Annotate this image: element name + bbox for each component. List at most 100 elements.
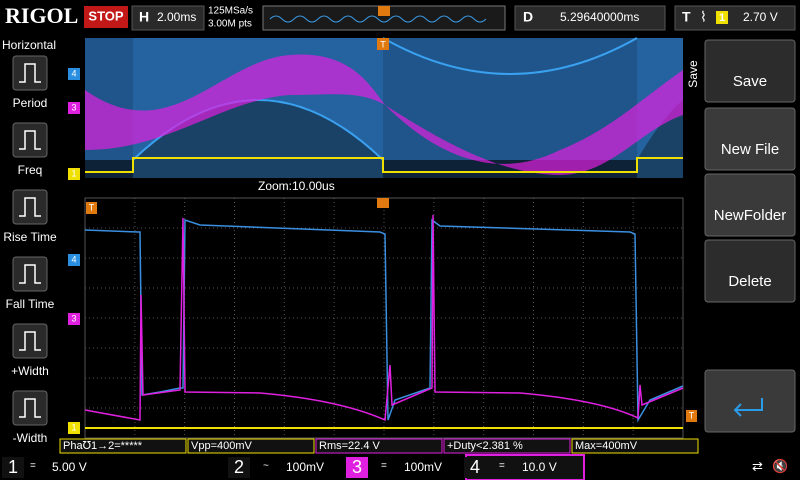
trigger-box[interactable] <box>674 5 796 31</box>
timebase-box[interactable] <box>131 5 205 31</box>
channel-number-box[interactable] <box>346 457 368 478</box>
channel-number: 2 <box>234 457 244 477</box>
measurement-box <box>187 438 315 454</box>
menu-icon[interactable] <box>12 256 48 292</box>
menu-icon[interactable] <box>12 323 48 359</box>
menu-label: Period <box>13 96 48 110</box>
h-label: H <box>139 9 149 25</box>
channel-marker <box>68 102 80 114</box>
measurement: +Duty<2.381 % <box>447 440 523 452</box>
trigger-label: T <box>682 9 691 25</box>
menu-label: -Width <box>13 431 48 445</box>
channel-number-box[interactable] <box>228 457 250 478</box>
menu-button[interactable] <box>704 107 796 171</box>
channel-coupling: = <box>499 461 505 472</box>
usb-icon: ⇄ <box>752 458 763 473</box>
top-trigger-marker <box>377 38 389 50</box>
channel-marker <box>68 422 80 434</box>
channel-number-box[interactable] <box>464 457 486 478</box>
left-menu-title: Horizontal <box>2 38 56 52</box>
channel-marker <box>68 68 80 80</box>
right-menu: Save New File NewFolder Delete <box>704 39 796 303</box>
menu-icon-glyph <box>19 398 41 418</box>
menu-icon-glyph <box>19 63 41 83</box>
right-menu-title: Save <box>686 60 700 88</box>
ch4-upper-trace <box>382 37 638 75</box>
trigger-marker-label: T <box>89 202 95 212</box>
channel-bar: 1 = 5.00 V 2 ~100mV 3 = 100mV 4 = 10.0 V <box>2 454 585 480</box>
memory-depth: 3.00M pts <box>208 19 252 30</box>
ch3-envelope <box>85 54 683 175</box>
measurements: Pha℧1→2=***** Vpp=400mV Rms=22.4 V +Duty<2.… <box>59 438 699 454</box>
channel-marker-label: 1 <box>71 422 76 432</box>
channel-scale: 5.00 V <box>52 460 87 474</box>
left-menu: Period Freq Rise Time Fall Time +Width -Width <box>3 55 57 445</box>
channel-marker-label: 4 <box>71 254 76 264</box>
channel-marker <box>68 168 80 180</box>
back-icon <box>733 398 763 417</box>
channel-marker <box>68 313 80 325</box>
menu-button[interactable] <box>704 173 796 237</box>
status[interactable]: STOP <box>88 8 123 23</box>
channel-number-box[interactable] <box>2 457 24 478</box>
trigger-marker <box>86 202 97 214</box>
channel-number: 4 <box>470 457 480 477</box>
menu-button-label: New File <box>721 141 779 158</box>
trigger-marker <box>686 410 697 422</box>
trigger-source-box <box>716 11 728 24</box>
delay: 5.29640000ms <box>560 10 639 24</box>
channel-coupling: = <box>30 461 36 472</box>
zoom-label: Zoom:10.00us <box>258 179 335 193</box>
sound-icon: 🔇 <box>772 458 788 473</box>
menu-icon-glyph <box>19 264 41 284</box>
delay-label: D <box>523 9 533 25</box>
trigger-marker-label: T <box>689 410 695 420</box>
ch3-trace <box>84 214 684 422</box>
menu-label: +Width <box>11 364 49 378</box>
ch4-envelope <box>85 38 683 160</box>
trigger-source: 1 <box>719 12 725 24</box>
overview-wave <box>269 15 487 23</box>
menu-icon-glyph <box>19 197 41 217</box>
channel-marker-label: 3 <box>71 313 76 323</box>
menu-button-label: Delete <box>728 273 771 290</box>
menu-icon[interactable] <box>12 122 48 158</box>
menu-button[interactable] <box>704 239 796 303</box>
measurement-box <box>443 438 571 454</box>
measurement-box <box>571 438 699 454</box>
menu-label: Fall Time <box>6 297 55 311</box>
channel-coupling: ~ <box>263 461 269 472</box>
timebase: 2.00ms <box>157 10 196 24</box>
sample-rate: 125MSa/s <box>208 6 253 17</box>
menu-button-label: NewFolder <box>714 207 787 224</box>
menu-icon-glyph <box>19 130 41 150</box>
grid <box>85 198 683 438</box>
brand: RIGOL <box>5 3 78 28</box>
channel-marker-label: 1 <box>71 168 76 178</box>
measurement: Rms=22.4 V <box>319 440 380 452</box>
ch1-overview-trace <box>85 157 683 173</box>
trigger-edge: ⌇ <box>700 9 707 25</box>
delay-box[interactable] <box>514 5 666 31</box>
bottom-trigger-marker <box>377 198 389 208</box>
menu-icon[interactable] <box>12 390 48 426</box>
status-box[interactable] <box>84 6 128 28</box>
channel-marker <box>68 254 80 266</box>
menu-icon-glyph <box>19 331 41 351</box>
channel-marker-label: 4 <box>71 68 76 78</box>
channel-markers: 4 3 1 4 3 1 T T <box>68 68 697 434</box>
menu-button-label: Save <box>733 73 767 90</box>
menu-button[interactable] <box>704 39 796 103</box>
trigger-level: 2.70 V <box>743 10 778 24</box>
channel-number: 1 <box>8 457 18 477</box>
menu-icon[interactable] <box>12 189 48 225</box>
channel-scale: 100mV <box>404 460 442 474</box>
channel-marker-label: 3 <box>71 102 76 112</box>
menu-label: Rise Time <box>3 230 57 244</box>
measurement: Pha℧1→2=***** <box>63 440 143 452</box>
back-button[interactable] <box>704 369 796 433</box>
measurement: Vpp=400mV <box>191 440 253 452</box>
menu-icon[interactable] <box>12 55 48 91</box>
measurement-box <box>59 438 187 454</box>
